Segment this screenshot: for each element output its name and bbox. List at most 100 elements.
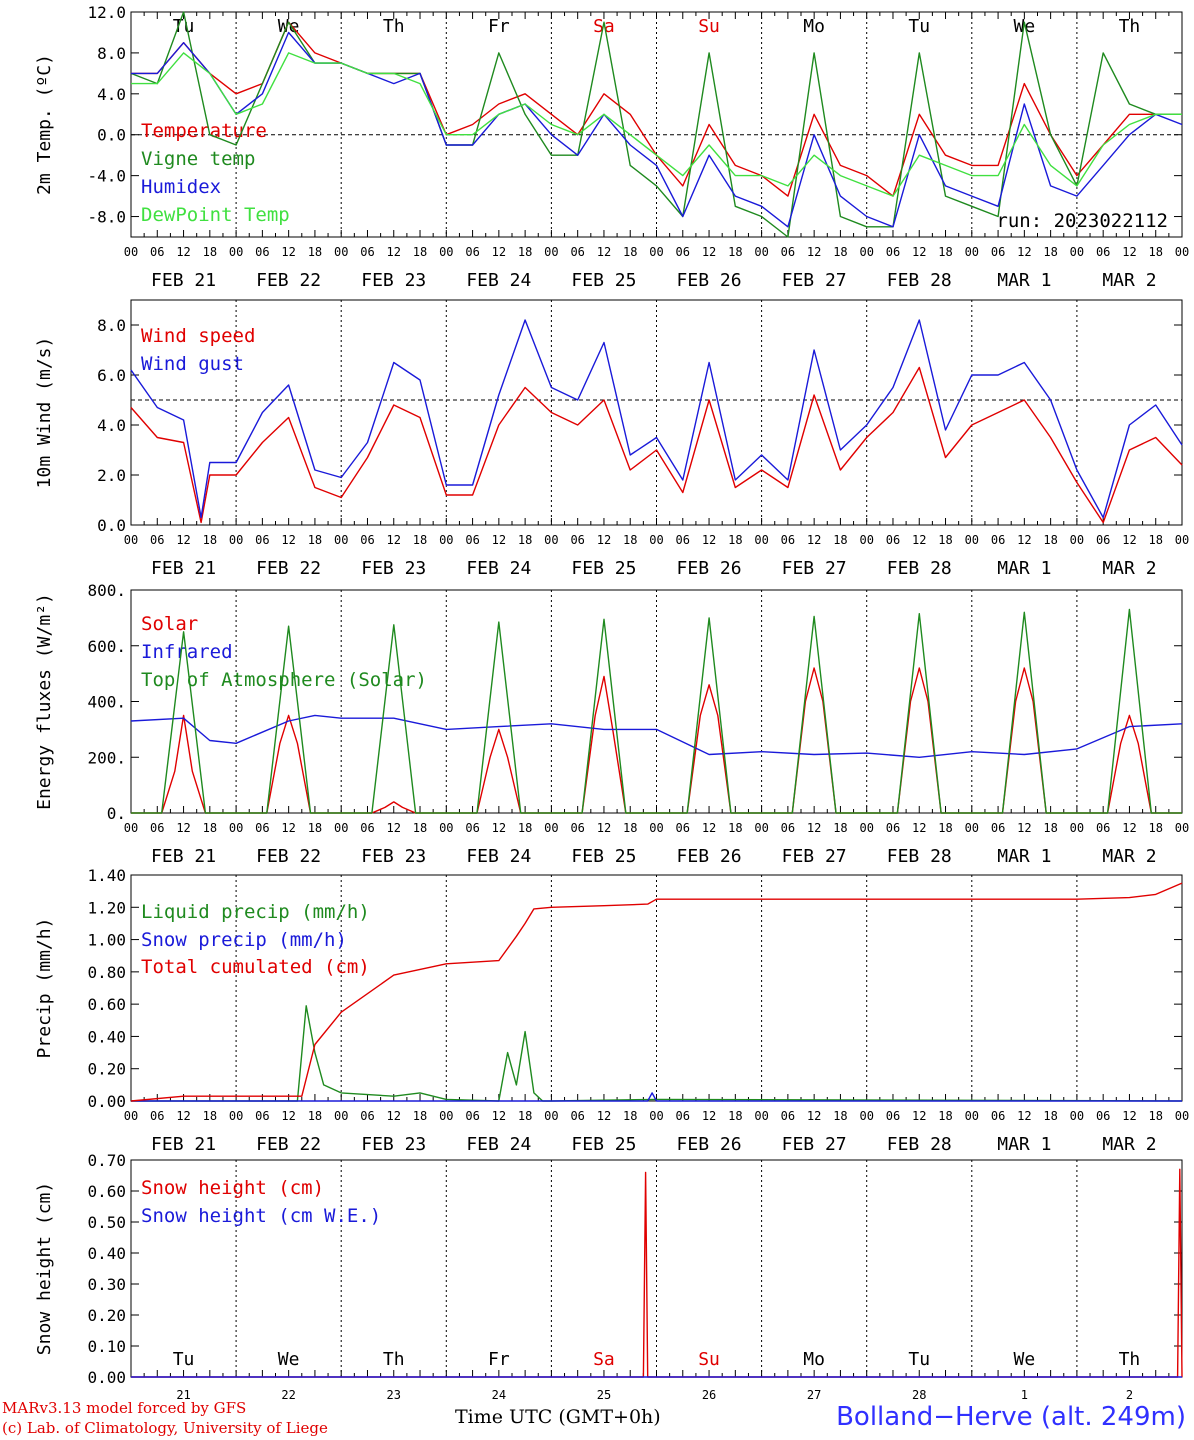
hour-tick-label: 18 [938, 1109, 952, 1123]
hour-tick-label: 18 [308, 533, 322, 547]
hour-tick-label: 12 [597, 245, 611, 259]
hour-tick-label: 00 [965, 1109, 979, 1123]
hour-tick-label: 00 [334, 821, 348, 835]
weekday-label: Th [383, 1349, 405, 1370]
hour-tick-label: 06 [570, 245, 584, 259]
hour-tick-label: 12 [1017, 821, 1031, 835]
hour-tick-label: 00 [965, 533, 979, 547]
hour-tick-label: 12 [597, 1109, 611, 1123]
legend-entry: Infrared [141, 641, 233, 663]
hour-tick-label: 12 [1017, 245, 1031, 259]
hour-tick-label: 18 [833, 821, 847, 835]
hour-tick-label: 00 [965, 245, 979, 259]
weekday-label: Tu [908, 1349, 930, 1370]
hour-tick-label: 06 [781, 1109, 795, 1123]
hour-tick-label: 06 [991, 821, 1005, 835]
hour-tick-label: 06 [255, 821, 269, 835]
date-number-label: 28 [912, 1388, 926, 1402]
hour-tick-label: 06 [886, 1109, 900, 1123]
weekday-label: We [278, 1349, 300, 1370]
hour-tick-label: 18 [938, 821, 952, 835]
hour-tick-label: 00 [1175, 1109, 1189, 1123]
date-label: FEB 22 [256, 558, 321, 579]
hour-tick-label: 18 [1043, 821, 1057, 835]
y-axis-title: 10m Wind (m/s) [34, 337, 55, 489]
hour-tick-label: 12 [176, 1109, 190, 1123]
hour-tick-label: 18 [203, 245, 217, 259]
hour-tick-label: 00 [649, 245, 663, 259]
date-label: FEB 25 [571, 846, 636, 867]
legend-entry: Top of Atmosphere (Solar) [141, 669, 427, 691]
weekday-label: Fr [488, 16, 510, 37]
hour-tick-label: 00 [544, 245, 558, 259]
legend-entry: Wind speed [141, 325, 255, 347]
series-line-snow-precip-mm-h- [131, 1092, 1182, 1102]
hour-tick-label: 00 [229, 533, 243, 547]
hour-tick-label: 12 [387, 245, 401, 259]
y-tick-label: 0. [107, 804, 126, 823]
hour-tick-label: 00 [439, 533, 453, 547]
date-label: FEB 26 [677, 846, 742, 867]
hour-tick-label: 18 [623, 821, 637, 835]
series-line-infrared [130, 714, 1183, 758]
legend-entry: Humidex [141, 176, 221, 198]
hour-tick-label: 00 [334, 245, 348, 259]
hour-tick-label: 06 [465, 1109, 479, 1123]
hour-tick-label: 12 [387, 533, 401, 547]
hour-tick-label: 18 [518, 245, 532, 259]
hour-tick-label: 06 [150, 533, 164, 547]
hour-tick-label: 00 [754, 821, 768, 835]
hour-tick-label: 00 [859, 533, 873, 547]
hour-tick-label: 06 [886, 533, 900, 547]
hour-tick-label: 12 [387, 1109, 401, 1123]
hour-tick-label: 18 [413, 1109, 427, 1123]
hour-tick-label: 18 [1148, 821, 1162, 835]
hour-tick-label: 06 [1096, 1109, 1110, 1123]
date-label: FEB 27 [782, 270, 847, 291]
hour-tick-label: 18 [518, 821, 532, 835]
hour-tick-label: 12 [1017, 1109, 1031, 1123]
hour-tick-label: 18 [413, 533, 427, 547]
weekday-label: Sa [593, 1349, 615, 1370]
date-label: FEB 27 [782, 558, 847, 579]
date-label: FEB 26 [677, 270, 742, 291]
hour-tick-label: 00 [124, 821, 138, 835]
hour-tick-label: 00 [965, 821, 979, 835]
hour-tick-label: 12 [281, 821, 295, 835]
y-tick-label: 0.10 [87, 1337, 126, 1356]
hour-tick-label: 00 [754, 245, 768, 259]
date-label: FEB 22 [256, 846, 321, 867]
date-number-label: 22 [281, 1388, 295, 1402]
hour-tick-label: 12 [492, 1109, 506, 1123]
hour-tick-label: 06 [886, 245, 900, 259]
y-tick-label: 0.60 [87, 1182, 126, 1201]
series-line-humidex [131, 31, 1183, 228]
weekday-label: Th [1119, 16, 1141, 37]
hour-tick-label: 18 [1043, 1109, 1057, 1123]
hour-tick-label: 12 [807, 245, 821, 259]
hour-tick-label: 18 [833, 533, 847, 547]
hour-tick-label: 12 [597, 533, 611, 547]
date-label: FEB 25 [571, 270, 636, 291]
y-tick-label: 8.0 [97, 44, 126, 63]
hour-tick-label: 00 [1070, 821, 1084, 835]
hour-tick-label: 12 [492, 821, 506, 835]
hour-tick-label: 12 [281, 1109, 295, 1123]
hour-tick-label: 00 [1070, 245, 1084, 259]
series-line-top-of-atmosphere-solar- [131, 608, 1182, 814]
hour-tick-label: 18 [518, 533, 532, 547]
hour-tick-label: 00 [229, 1109, 243, 1123]
y-tick-label: 2.0 [97, 466, 126, 485]
run-annotation: run: 2023022112 [996, 210, 1168, 232]
y-tick-label: 0.80 [87, 963, 126, 982]
hour-tick-label: 12 [807, 1109, 821, 1123]
hour-tick-label: 00 [124, 533, 138, 547]
weekday-label: Tu [173, 1349, 195, 1370]
hour-tick-label: 12 [281, 245, 295, 259]
hour-tick-label: 06 [150, 245, 164, 259]
hour-tick-label: 12 [387, 821, 401, 835]
legend-entry: Total cumulated (cm) [141, 956, 370, 978]
date-number-label: 24 [492, 1388, 506, 1402]
date-label: FEB 25 [571, 558, 636, 579]
